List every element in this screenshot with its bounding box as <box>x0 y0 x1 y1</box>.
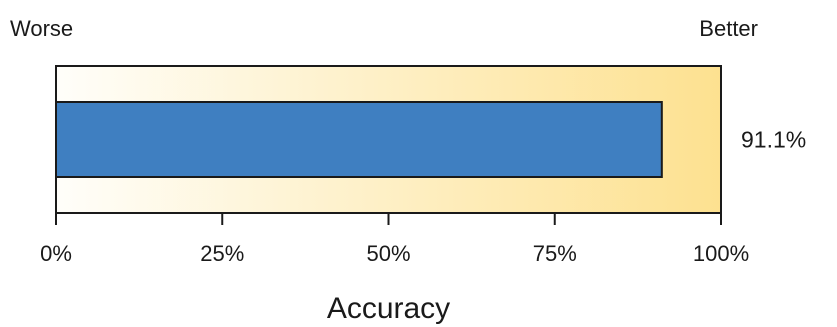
better-label: Better <box>699 16 758 41</box>
x-tick-label: 25% <box>200 241 244 266</box>
x-tick-label: 0% <box>40 241 72 266</box>
x-tick-label: 50% <box>366 241 410 266</box>
x-tick-label: 100% <box>693 241 749 266</box>
x-tick-label: 75% <box>533 241 577 266</box>
x-axis: 0% 25% 50% 75% 100% <box>40 213 749 266</box>
value-label: 91.1% <box>741 127 806 153</box>
value-bar <box>55 101 663 178</box>
worse-label: Worse <box>10 16 74 41</box>
x-axis-title: Accuracy <box>327 292 450 325</box>
